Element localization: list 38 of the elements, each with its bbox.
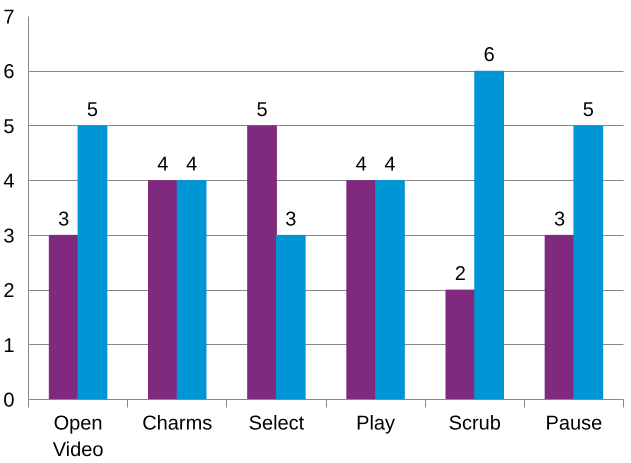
y-tick-label: 2 (3, 280, 14, 302)
data-label: 3 (58, 208, 70, 230)
data-label: 4 (186, 154, 198, 176)
y-tick-label: 5 (3, 116, 14, 138)
data-label: 3 (285, 208, 296, 230)
data-label: 3 (554, 208, 566, 230)
bar (346, 180, 376, 400)
bar (247, 125, 277, 400)
bar (176, 180, 207, 400)
bar (148, 180, 178, 400)
bar (573, 125, 604, 400)
data-label: 2 (454, 263, 466, 286)
data-label: 6 (484, 44, 495, 66)
y-tick-label: 0 (3, 390, 14, 412)
bar (48, 234, 79, 400)
bar (544, 234, 574, 400)
y-tick-label: 7 (3, 6, 14, 28)
data-label: 4 (384, 154, 396, 176)
x-tick-label: Play (356, 412, 396, 434)
y-tick-label: 1 (3, 334, 14, 357)
data-label: 4 (356, 154, 367, 176)
bar (375, 180, 405, 400)
y-tick-label: 4 (3, 170, 14, 193)
bar (474, 70, 504, 400)
x-tick-label: Charms (142, 412, 212, 434)
x-tick-label: Scrub (448, 412, 501, 434)
y-tick-label: 3 (3, 225, 14, 248)
y-tick-label: 6 (3, 61, 14, 84)
data-label: 5 (256, 98, 268, 121)
data-label: 5 (582, 98, 594, 121)
bar (276, 234, 306, 400)
x-tick-label: Select (248, 412, 305, 434)
data-label: 4 (157, 154, 168, 176)
x-tick-label: Open Video (52, 412, 104, 461)
x-tick-label: Pause (546, 412, 602, 434)
bar (78, 125, 108, 400)
bar (445, 290, 476, 400)
data-label: 5 (86, 98, 98, 121)
